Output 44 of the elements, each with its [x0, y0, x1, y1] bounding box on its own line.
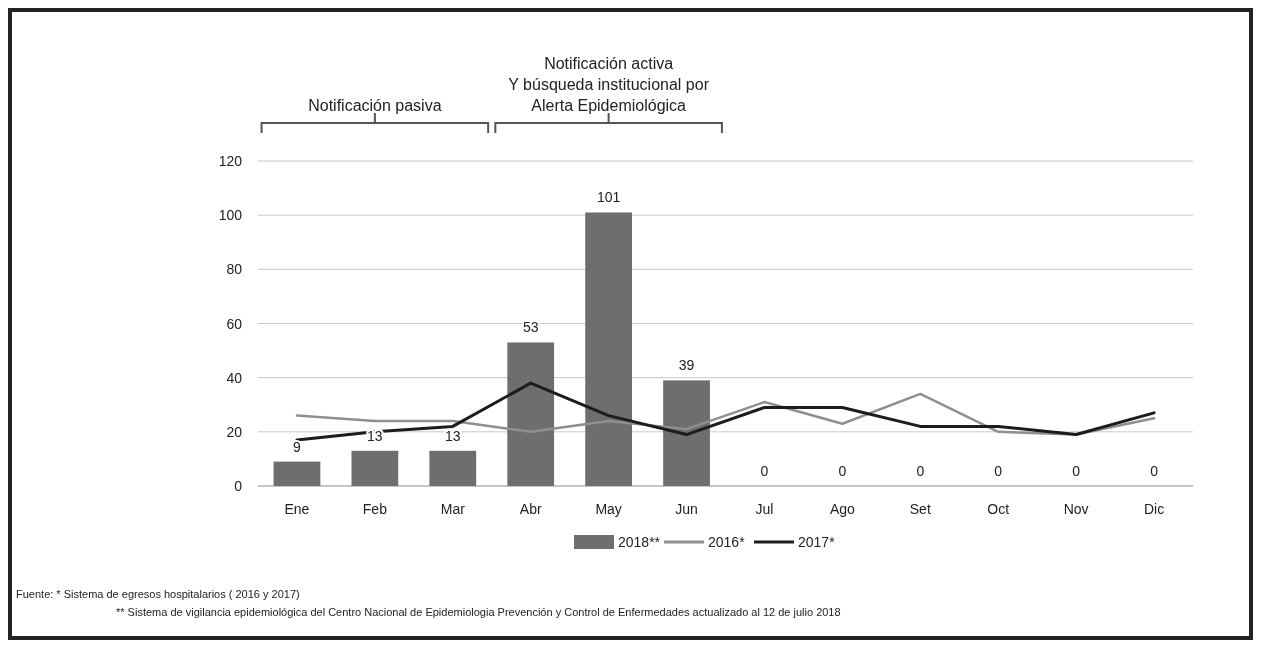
bar	[273, 461, 321, 486]
bar	[663, 380, 710, 486]
data-label: 0	[916, 463, 925, 479]
data-label: 53	[522, 319, 539, 336]
x-tick-label: Jun	[675, 501, 698, 517]
x-tick-label: Abr	[519, 501, 542, 517]
data-label: 0	[994, 463, 1003, 479]
data-label: 0	[760, 463, 769, 479]
x-tick-label: Ene	[284, 501, 310, 517]
y-tick-label: 20	[226, 423, 243, 440]
data-label: 101	[596, 189, 621, 206]
x-tick-label: Oct	[987, 501, 1010, 517]
x-tick-label: Feb	[362, 501, 388, 517]
data-label: 39	[678, 357, 695, 374]
x-tick-label: Nov	[1063, 501, 1089, 517]
x-tick-label: Mar	[440, 501, 466, 517]
y-tick-label: 100	[218, 207, 243, 224]
legend-label: 2017*	[798, 534, 836, 550]
data-label: 0	[1150, 463, 1159, 479]
bar	[585, 212, 632, 486]
bar	[351, 450, 399, 486]
bar	[429, 450, 477, 486]
data-label: 0	[838, 463, 847, 479]
x-tick-label: Ago	[829, 501, 856, 517]
y-tick-label: 40	[226, 369, 243, 386]
data-label: 13	[445, 427, 461, 444]
bar	[507, 342, 555, 486]
x-tick-label: Dic	[1143, 501, 1165, 517]
y-tick-label: 60	[226, 315, 243, 332]
y-tick-label: 0	[234, 478, 243, 494]
y-tick-label: 80	[226, 261, 243, 278]
y-tick-label: 120	[218, 153, 243, 169]
text: Notificación activa Y búsqueda institucional por Alerta Epidemiológica	[508, 55, 710, 114]
text: Notificación pasiva	[308, 97, 442, 114]
source-note: Fuente: * Sistema de egresos hospitalarios ( 2016 y 2017)	[16, 588, 300, 600]
legend-label: 2018**	[618, 534, 661, 550]
x-tick-label: Set	[909, 501, 931, 517]
text: ** Sistema de vigilancia epidemiológica del Centro Nacional de Epidemiologia Prevención y Control de Enfermedades actualizado al 12 de julio 2018	[116, 606, 841, 618]
legend-label: 2016*	[708, 534, 746, 550]
data-label: 0	[1072, 463, 1081, 479]
line-series	[295, 381, 1156, 442]
data-label: 9	[293, 438, 302, 455]
x-tick-label: Jul	[755, 501, 774, 517]
x-tick-label: May	[595, 501, 622, 517]
